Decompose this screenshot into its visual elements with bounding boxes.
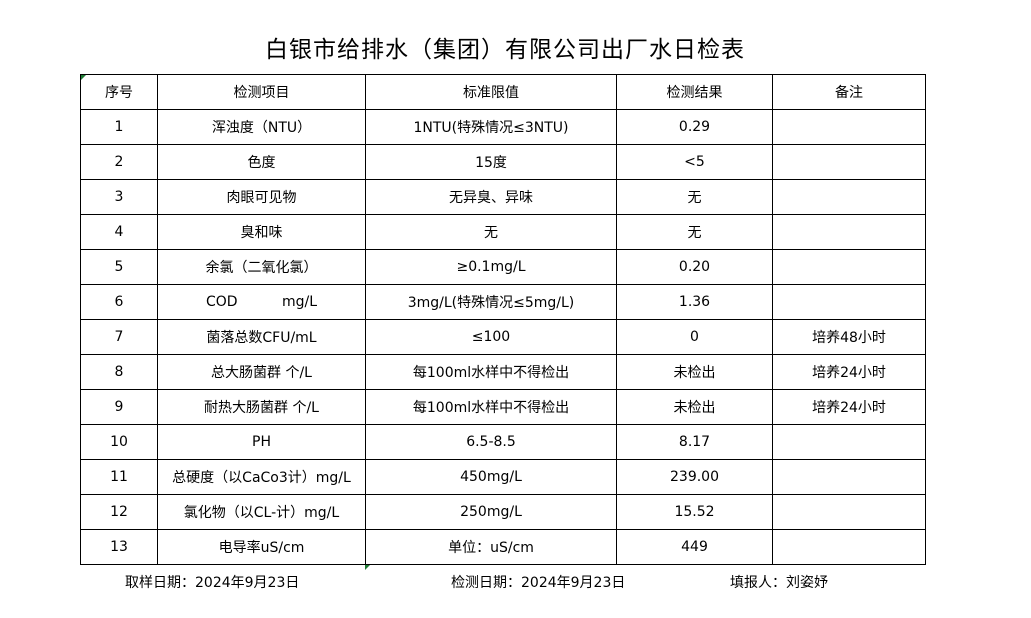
standard-limit-cell[interactable]: 无异臭、异味 (365, 179, 617, 215)
header-cell[interactable]: 备注 (772, 74, 926, 110)
test-date: 检测日期：2024年9月23日 (451, 575, 626, 591)
standard-limit-cell[interactable]: ≥0.1mg/L (365, 249, 617, 285)
table-header-row: 序号 检测项目 标准限值 检测结果 备注 (80, 74, 926, 110)
row-number-cell[interactable]: 13 (80, 529, 158, 565)
test-item-cell[interactable]: PH (157, 424, 366, 460)
test-item-cell[interactable]: 浑浊度（NTU） (157, 109, 366, 145)
page-title: 白银市给排水（集团）有限公司出厂水日检表 (265, 37, 745, 63)
header-cell[interactable]: 检测结果 (616, 74, 773, 110)
remark-cell[interactable]: 培养24小时 (772, 389, 926, 425)
table-row: 12 氯化物（以CL-计）mg/L 250mg/L 15.52 (80, 494, 926, 530)
table-row: 1 浑浊度（NTU） 1NTU(特殊情况≤3NTU) 0.29 (80, 109, 926, 145)
header-cell[interactable]: 标准限值 (365, 74, 617, 110)
remark-cell[interactable] (772, 459, 926, 495)
table-row: 4 臭和味无无 (80, 214, 926, 250)
remark-cell[interactable] (772, 529, 926, 565)
test-result-cell[interactable]: 0.20 (616, 249, 773, 285)
test-result-cell[interactable]: 239.00 (616, 459, 773, 495)
row-number-cell[interactable]: 12 (80, 494, 158, 530)
test-result-cell[interactable]: 未检出 (616, 389, 773, 425)
standard-limit-cell[interactable]: 15度 (365, 144, 617, 180)
standard-limit-cell[interactable]: 250mg/L (365, 494, 617, 530)
row-number-cell[interactable]: 11 (80, 459, 158, 495)
remark-cell[interactable] (772, 214, 926, 250)
table-row: 5 余氯（二氧化氯） ≥0.1mg/L 0.20 (80, 249, 926, 285)
test-item-cell[interactable]: 色度 (157, 144, 366, 180)
standard-limit-cell[interactable]: 无 (365, 214, 617, 250)
remark-cell[interactable] (772, 494, 926, 530)
test-item-cell[interactable]: 菌落总数CFU/mL (157, 319, 366, 355)
standard-limit-cell[interactable]: ≤100 (365, 319, 617, 355)
row-number-cell[interactable]: 1 (80, 109, 158, 145)
header-cell[interactable]: 检测项目 (157, 74, 366, 110)
table-row: 2 色度 15度 <5 (80, 144, 926, 180)
standard-limit-cell[interactable]: 6.5-8.5 (365, 424, 617, 460)
remark-cell[interactable] (772, 109, 926, 145)
remark-cell[interactable] (772, 144, 926, 180)
test-result-cell[interactable]: 15.52 (616, 494, 773, 530)
test-result-cell[interactable]: 无 (616, 179, 773, 215)
standard-limit-cell[interactable]: 单位：uS/cm (365, 529, 617, 565)
test-result-cell[interactable]: 0 (616, 319, 773, 355)
test-item-cell[interactable]: 氯化物（以CL-计）mg/L (157, 494, 366, 530)
reporter: 填报人：刘姿妤 (730, 575, 828, 591)
table-row: 6 COD mg/L 3mg/L(特殊情况≤5mg/L) 1.36 (80, 284, 926, 320)
row-number-cell[interactable]: 5 (80, 249, 158, 285)
test-result-cell[interactable]: 1.36 (616, 284, 773, 320)
row-number-cell[interactable]: 7 (80, 319, 158, 355)
standard-limit-cell[interactable]: 1NTU(特殊情况≤3NTU) (365, 109, 617, 145)
table-row: 3 肉眼可见物 无异臭、异味无 (80, 179, 926, 215)
row-number-cell[interactable]: 4 (80, 214, 158, 250)
row-number-cell[interactable]: 2 (80, 144, 158, 180)
test-item-cell[interactable]: 电导率uS/cm (157, 529, 366, 565)
remark-cell[interactable] (772, 179, 926, 215)
cell-marker (365, 565, 370, 570)
table-row: 10 PH 6.5-8.5 8.17 (80, 424, 926, 460)
test-item-cell[interactable]: 总大肠菌群 个/L (157, 354, 366, 390)
test-result-cell[interactable]: 0.29 (616, 109, 773, 145)
standard-limit-cell[interactable]: 每100ml水样中不得检出 (365, 354, 617, 390)
table-row: 9 耐热大肠菌群 个/L 每100ml水样中不得检出 未检出 培养24小时 (80, 389, 926, 425)
row-number-cell[interactable]: 6 (80, 284, 158, 320)
table-row: 11 总硬度（以CaCo3计）mg/L 450mg/L 239.00 (80, 459, 926, 495)
remark-cell[interactable] (772, 424, 926, 460)
header-cell[interactable]: 序号 (80, 74, 158, 110)
test-result-cell[interactable]: 8.17 (616, 424, 773, 460)
standard-limit-cell[interactable]: 3mg/L(特殊情况≤5mg/L) (365, 284, 617, 320)
row-number-cell[interactable]: 10 (80, 424, 158, 460)
sampling-date: 取样日期：2024年9月23日 (125, 575, 300, 591)
row-number-cell[interactable]: 8 (80, 354, 158, 390)
table-row: 8 总大肠菌群 个/L 每100ml水样中不得检出 未检出 培养24小时 (80, 354, 926, 390)
row-number-cell[interactable]: 9 (80, 389, 158, 425)
table-row: 7 菌落总数CFU/mL ≤100 0 培养48小时 (80, 319, 926, 355)
remark-cell[interactable]: 培养48小时 (772, 319, 926, 355)
test-item-cell[interactable]: 余氯（二氧化氯） (157, 249, 366, 285)
remark-cell[interactable] (772, 249, 926, 285)
test-item-cell[interactable]: COD mg/L (157, 284, 366, 320)
remark-cell[interactable] (772, 284, 926, 320)
inspection-table: 序号 检测项目 标准限值 检测结果 备注 1 浑浊度（NTU） 1NTU(特殊情况≤… (80, 74, 926, 565)
test-result-cell[interactable]: 未检出 (616, 354, 773, 390)
remark-cell[interactable]: 培养24小时 (772, 354, 926, 390)
standard-limit-cell[interactable]: 每100ml水样中不得检出 (365, 389, 617, 425)
row-number-cell[interactable]: 3 (80, 179, 158, 215)
test-result-cell[interactable]: <5 (616, 144, 773, 180)
test-item-cell[interactable]: 总硬度（以CaCo3计）mg/L (157, 459, 366, 495)
standard-limit-cell[interactable]: 450mg/L (365, 459, 617, 495)
test-result-cell[interactable]: 无 (616, 214, 773, 250)
test-item-cell[interactable]: 耐热大肠菌群 个/L (157, 389, 366, 425)
test-item-cell[interactable]: 臭和味 (157, 214, 366, 250)
table-row: 13 电导率uS/cm 单位：uS/cm 449 (80, 529, 926, 565)
test-result-cell[interactable]: 449 (616, 529, 773, 565)
test-item-cell[interactable]: 肉眼可见物 (157, 179, 366, 215)
